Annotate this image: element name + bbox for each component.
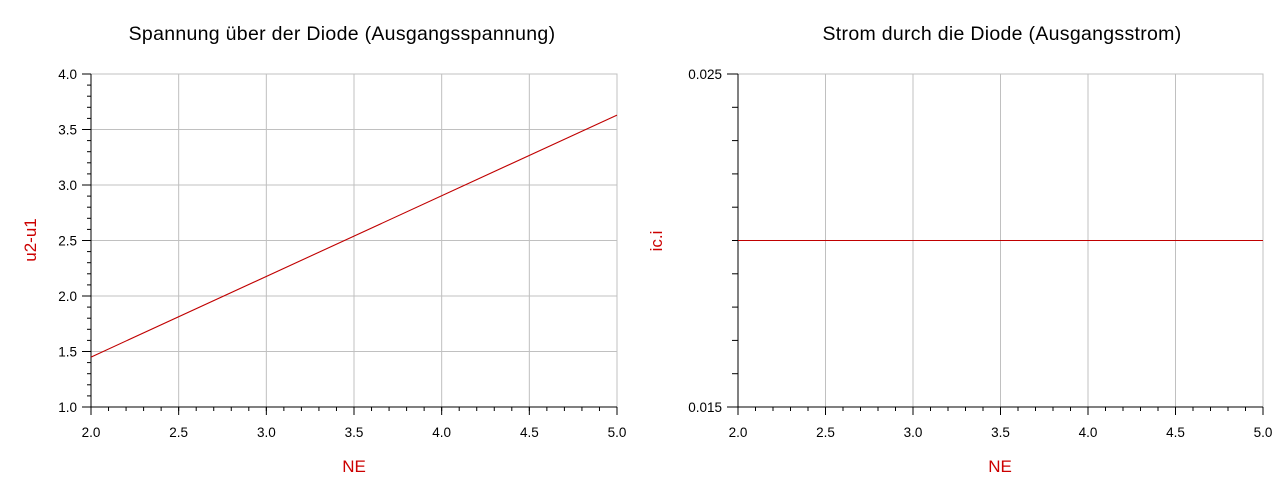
y-tick-label: 3.5: [58, 123, 77, 138]
y-axis-label: ic.i: [647, 231, 666, 252]
y-tick-label: 0.015: [688, 400, 722, 415]
x-tick-label: 2.0: [82, 425, 101, 440]
x-tick-label: 4.5: [1166, 425, 1185, 440]
series-lines: [90, 114, 618, 358]
x-tick-label: 2.0: [729, 425, 748, 440]
chart-title: Spannung über der Diode (Ausgangsspannun…: [129, 23, 556, 45]
y-tick-label: 2.0: [58, 289, 77, 304]
tick-marks: [727, 73, 1264, 415]
y-tick-label: 4.0: [58, 67, 77, 82]
series-line: [90, 114, 618, 358]
voltage-chart: Spannung über der Diode (Ausgangsspannun…: [21, 23, 626, 476]
y-tick-label: 2.5: [58, 234, 77, 249]
current-chart: Strom durch die Diode (Ausgangsstrom) 2.…: [647, 23, 1272, 476]
y-tick-label: 1.0: [58, 400, 77, 415]
x-axis-label: NE: [342, 457, 366, 476]
x-tick-label: 2.5: [816, 425, 835, 440]
x-axis-label: NE: [988, 457, 1012, 476]
x-tick-label: 4.0: [1079, 425, 1098, 440]
y-tick-label: 0.025: [688, 67, 722, 82]
tick-labels: 2.0 2.5 3.0 3.5 4.0 4.5 5.0 1.0 1.5 2.0 2.5 3.0 3.5 4…: [58, 67, 626, 440]
tick-marks: [82, 73, 618, 415]
x-tick-label: 4.0: [432, 425, 451, 440]
x-tick-label: 5.0: [1254, 425, 1273, 440]
y-tick-label: 1.5: [58, 345, 77, 360]
x-tick-label: 4.5: [520, 425, 539, 440]
x-tick-label: 3.0: [257, 425, 276, 440]
x-tick-label: 3.5: [345, 425, 364, 440]
y-tick-label: 3.0: [58, 178, 77, 193]
chart-title: Strom durch die Diode (Ausgangsstrom): [823, 23, 1182, 45]
y-axis-label: u2-u1: [21, 218, 40, 261]
x-tick-label: 2.5: [169, 425, 188, 440]
tick-labels: 2.0 2.5 3.0 3.5 4.0 4.5 5.0 0.015 0.025: [688, 67, 1272, 440]
grid: [91, 74, 617, 407]
x-tick-label: 3.5: [991, 425, 1010, 440]
x-tick-label: 3.0: [904, 425, 923, 440]
x-tick-label: 5.0: [608, 425, 627, 440]
